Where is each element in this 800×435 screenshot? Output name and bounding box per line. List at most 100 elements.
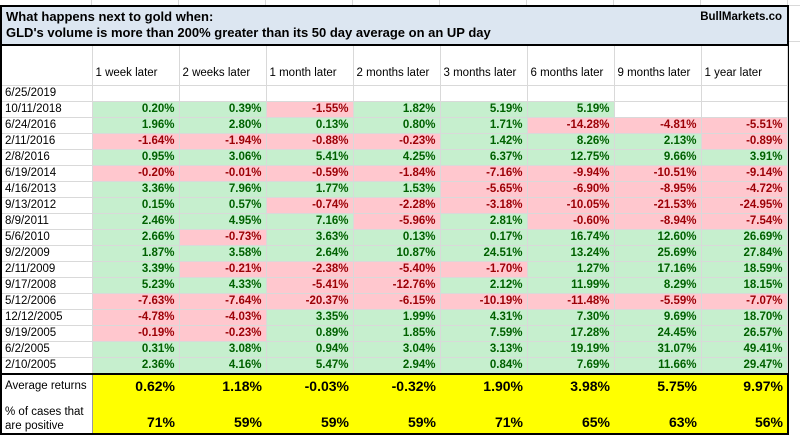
return-cell[interactable]: 1.77%: [266, 181, 354, 198]
date-cell[interactable]: 5/6/2010: [2, 229, 93, 246]
return-cell[interactable]: 3.36%: [92, 181, 180, 198]
date-cell[interactable]: 9/2/2009: [2, 245, 93, 262]
return-cell[interactable]: 26.69%: [701, 229, 788, 246]
return-cell[interactable]: -6.90%: [527, 181, 615, 198]
return-cell[interactable]: 2.46%: [92, 213, 180, 230]
return-cell[interactable]: 3.13%: [440, 341, 528, 358]
return-cell[interactable]: 19.19%: [527, 341, 615, 358]
positive-cases-cell[interactable]: 65%: [527, 397, 614, 433]
return-cell[interactable]: 0.13%: [266, 117, 354, 134]
date-cell[interactable]: 2/11/2016: [2, 133, 93, 150]
positive-cases-cell[interactable]: 63%: [614, 397, 701, 433]
return-cell[interactable]: -3.18%: [440, 197, 528, 214]
average-return-cell[interactable]: 9.97%: [701, 373, 787, 397]
return-cell[interactable]: 27.84%: [701, 245, 788, 262]
return-cell[interactable]: -1.64%: [92, 133, 180, 150]
column-header[interactable]: 1 month later: [266, 46, 354, 86]
average-return-cell[interactable]: -0.32%: [353, 373, 440, 397]
return-cell[interactable]: -0.89%: [701, 133, 788, 150]
return-cell[interactable]: -6.15%: [353, 293, 441, 310]
return-cell[interactable]: -0.23%: [353, 133, 441, 150]
return-cell[interactable]: -7.64%: [179, 293, 267, 310]
average-return-cell[interactable]: -0.03%: [266, 373, 353, 397]
return-cell[interactable]: 0.39%: [179, 101, 267, 118]
return-cell[interactable]: -9.94%: [527, 165, 615, 182]
average-return-cell[interactable]: 5.75%: [614, 373, 701, 397]
return-cell[interactable]: 7.30%: [527, 309, 615, 326]
return-cell[interactable]: -8.94%: [614, 213, 702, 230]
return-cell[interactable]: [179, 85, 267, 102]
return-cell[interactable]: -9.14%: [701, 165, 788, 182]
return-cell[interactable]: 6.37%: [440, 149, 528, 166]
average-return-cell[interactable]: 3.98%: [527, 373, 614, 397]
return-cell[interactable]: 4.33%: [179, 277, 267, 294]
average-return-cell[interactable]: 0.62%: [92, 373, 179, 397]
return-cell[interactable]: 31.07%: [614, 341, 702, 358]
return-cell[interactable]: 18.70%: [701, 309, 788, 326]
return-cell[interactable]: 2.36%: [92, 357, 180, 375]
column-header[interactable]: 3 months later: [440, 46, 528, 86]
return-cell[interactable]: -21.53%: [614, 197, 702, 214]
return-cell[interactable]: 10.87%: [353, 245, 441, 262]
return-cell[interactable]: 4.16%: [179, 357, 267, 375]
return-cell[interactable]: 18.15%: [701, 277, 788, 294]
column-header[interactable]: 1 week later: [92, 46, 180, 86]
return-cell[interactable]: [701, 85, 788, 102]
return-cell[interactable]: 3.91%: [701, 149, 788, 166]
positive-cases-cell[interactable]: 71%: [440, 397, 527, 433]
return-cell[interactable]: -4.81%: [614, 117, 702, 134]
return-cell[interactable]: -0.60%: [527, 213, 615, 230]
column-header[interactable]: 2 months later: [353, 46, 441, 86]
return-cell[interactable]: -14.28%: [527, 117, 615, 134]
return-cell[interactable]: -5.40%: [353, 261, 441, 278]
return-cell[interactable]: -10.51%: [614, 165, 702, 182]
date-cell[interactable]: 2/8/2016: [2, 149, 93, 166]
return-cell[interactable]: -7.16%: [440, 165, 528, 182]
return-cell[interactable]: -4.78%: [92, 309, 180, 326]
return-cell[interactable]: [614, 85, 702, 102]
return-cell[interactable]: 7.69%: [527, 357, 615, 375]
date-cell[interactable]: 6/25/2019: [2, 85, 93, 102]
return-cell[interactable]: 3.06%: [179, 149, 267, 166]
return-cell[interactable]: -0.20%: [92, 165, 180, 182]
average-return-cell[interactable]: 1.18%: [179, 373, 266, 397]
return-cell[interactable]: [353, 85, 441, 102]
return-cell[interactable]: [92, 85, 180, 102]
return-cell[interactable]: 3.58%: [179, 245, 267, 262]
return-cell[interactable]: 3.63%: [266, 229, 354, 246]
return-cell[interactable]: [527, 85, 615, 102]
return-cell[interactable]: -7.07%: [701, 293, 788, 310]
return-cell[interactable]: 2.94%: [353, 357, 441, 375]
positive-cases-cell[interactable]: 56%: [701, 397, 787, 433]
date-cell[interactable]: 2/10/2005: [2, 357, 93, 375]
return-cell[interactable]: [614, 101, 702, 118]
return-cell[interactable]: 7.59%: [440, 325, 528, 342]
return-cell[interactable]: 1.99%: [353, 309, 441, 326]
return-cell[interactable]: 9.66%: [614, 149, 702, 166]
return-cell[interactable]: 2.80%: [179, 117, 267, 134]
return-cell[interactable]: -0.01%: [179, 165, 267, 182]
return-cell[interactable]: 2.13%: [614, 133, 702, 150]
return-cell[interactable]: 0.95%: [92, 149, 180, 166]
return-cell[interactable]: 18.59%: [701, 261, 788, 278]
date-cell[interactable]: 9/19/2005: [2, 325, 93, 342]
return-cell[interactable]: 29.47%: [701, 357, 788, 375]
column-header[interactable]: 2 weeks later: [179, 46, 267, 86]
return-cell[interactable]: 3.35%: [266, 309, 354, 326]
return-cell[interactable]: -0.59%: [266, 165, 354, 182]
return-cell[interactable]: -12.76%: [353, 277, 441, 294]
date-cell[interactable]: 12/12/2005: [2, 309, 93, 326]
return-cell[interactable]: -4.03%: [179, 309, 267, 326]
positive-cases-cell[interactable]: 59%: [266, 397, 353, 433]
return-cell[interactable]: 0.89%: [266, 325, 354, 342]
return-cell[interactable]: 17.28%: [527, 325, 615, 342]
date-cell[interactable]: 10/11/2018: [2, 101, 93, 118]
return-cell[interactable]: 0.13%: [353, 229, 441, 246]
return-cell[interactable]: 1.85%: [353, 325, 441, 342]
return-cell[interactable]: -5.51%: [701, 117, 788, 134]
return-cell[interactable]: -7.54%: [701, 213, 788, 230]
return-cell[interactable]: 13.24%: [527, 245, 615, 262]
column-header[interactable]: 9 months later: [614, 46, 702, 86]
return-cell[interactable]: 7.96%: [179, 181, 267, 198]
return-cell[interactable]: 11.66%: [614, 357, 702, 375]
